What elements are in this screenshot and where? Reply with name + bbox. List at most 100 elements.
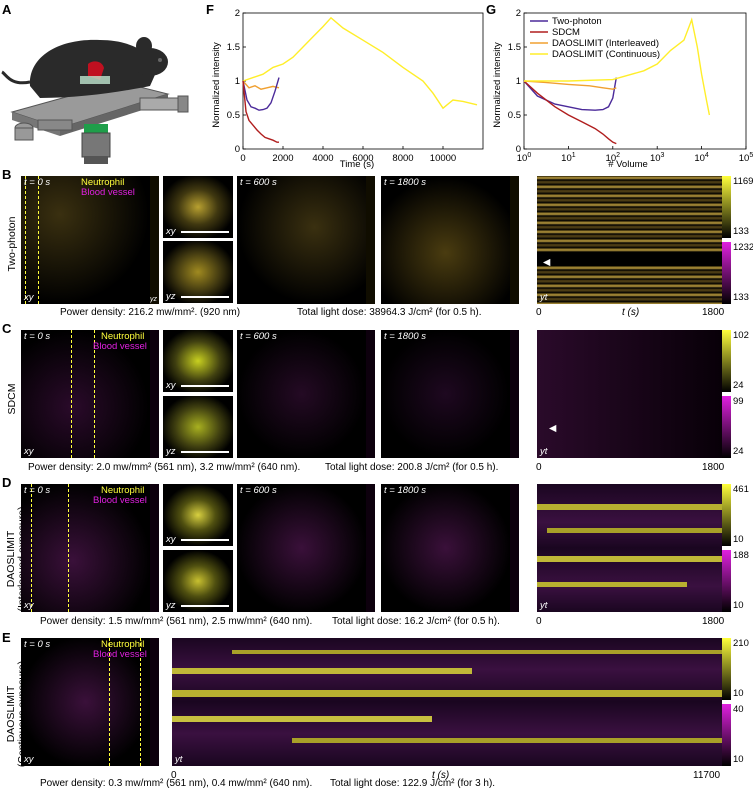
e-xt-axis: t (s) (432, 770, 450, 781)
chartG-xtick-exp: 4 (705, 152, 709, 159)
d-track-4 (537, 582, 687, 587)
chartF-xtick-label: 0 (240, 153, 245, 164)
b-neutrophil-legend: Neutrophil (81, 177, 125, 188)
chartF-ytick-label: 0 (235, 144, 240, 155)
panel-label-g: G (486, 2, 497, 17)
b-t0-label: t = 0 s (24, 177, 51, 188)
chartG-xtick-exp: 1 (572, 152, 576, 159)
e-cb-top-max: 210 (733, 638, 749, 649)
c-yz-side-3 (510, 330, 519, 458)
b-xy-t600: t = 600 s (237, 176, 366, 304)
b-scalebar-2 (181, 296, 229, 298)
e-track-5 (292, 738, 722, 743)
row-label-c: SDCM (6, 383, 18, 415)
d-scalebar-2 (181, 605, 229, 607)
e-track-3 (172, 690, 722, 697)
chartG-legend-label-dao_cont: DAOSLIMIT (Continuous) (552, 49, 660, 60)
d-xy-label: xy (24, 600, 34, 611)
e-cb-bot-max: 40 (733, 704, 744, 715)
e-t0-label: t = 0 s (24, 639, 51, 650)
c-xy-t600: t = 600 s (237, 330, 366, 458)
e-xy-t0: t = 0 s Neutrophil Blood vessel xy (21, 638, 150, 766)
e-track-2 (172, 668, 472, 674)
b-cb-bot-max: 1232 (733, 242, 753, 253)
chartG-xtick-label: 105 (739, 152, 753, 164)
c-yt-kymograph: yt ◀ (537, 330, 722, 458)
b-xy-t0: t = 0 s Neutrophil Blood vessel xy (21, 176, 150, 304)
chartF-ytick-label: 1 (235, 76, 240, 87)
d-roi-box (31, 484, 69, 612)
c-zoom-yz-label: yz (166, 446, 176, 457)
b-yz-label: yz (150, 296, 157, 303)
chartG-xtick-exp: 0 (527, 152, 531, 159)
d-zoom-yz-label: yz (166, 600, 176, 611)
chartF-xtick-label: 4000 (312, 153, 333, 164)
row-label-b: Two-photon (6, 216, 18, 272)
chartF-xtick-label: 10000 (430, 153, 456, 164)
c-zoom-xy: xy (163, 330, 233, 392)
d-t1800-label: t = 1800 s (384, 485, 426, 496)
b-zoom-xy-label: xy (166, 226, 176, 237)
chartG-legend-label-sdcm: SDCM (552, 27, 580, 38)
d-zoom-yz: yz (163, 550, 233, 612)
chartG-legend-label-two_photon: Two-photon (552, 16, 602, 27)
d-track-3 (537, 556, 722, 562)
d-zoom-xy: xy (163, 484, 233, 546)
chartG-xtick-label: 100 (517, 152, 532, 164)
e-xt-end: 11700 (693, 770, 721, 781)
c-colorbar-magenta (722, 396, 731, 458)
b-dose: Total light dose: 38964.3 J/cm² (for 0.5… (297, 307, 482, 318)
d-xy-t1800: t = 1800 s (381, 484, 510, 612)
c-arrowhead-icon: ◀ (549, 423, 557, 434)
chart-g-ylabel: Normalized intensity (492, 42, 503, 128)
c-zoom-yz: yz (163, 396, 233, 458)
chartF-xtick-label: 8000 (392, 153, 413, 164)
chartG-ytick-label: 1.5 (508, 42, 521, 53)
e-cb-top-min: 10 (733, 688, 744, 699)
e-xy-label: xy (24, 754, 34, 765)
d-cb-bot-min: 10 (733, 600, 744, 611)
e-colorbar-magenta (722, 704, 731, 766)
chartF-ytick-label: 1.5 (227, 42, 240, 53)
d-t600-label: t = 600 s (240, 485, 277, 496)
panel-label-b: B (2, 167, 12, 182)
panel-label-a: A (2, 2, 12, 17)
chartF-series-dao_inter (242, 80, 280, 90)
b-yz-side-2 (366, 176, 375, 304)
e-track-4 (172, 716, 432, 722)
c-scalebar-2 (181, 451, 229, 453)
c-t600-label: t = 600 s (240, 331, 277, 342)
c-xt-start: 0 (536, 462, 542, 473)
c-vessel-legend: Blood vessel (93, 341, 147, 352)
chartG-ytick-label: 0 (516, 144, 521, 155)
b-power: Power density: 216.2 mw/mm². (920 nm) (60, 307, 241, 318)
d-yz-side-3 (510, 484, 519, 612)
d-colorbar-yellow (722, 484, 731, 546)
e-track-1 (232, 650, 722, 654)
d-colorbar-magenta (722, 550, 731, 612)
b-arrowhead-icon: ◀ (543, 257, 551, 268)
c-yz-side-2 (366, 330, 375, 458)
d-xt-end: 1800 (702, 616, 725, 627)
b-cb-top-max: 1169 (733, 176, 753, 187)
chartF-ytick-label: 2 (235, 8, 240, 19)
c-cb-top-max: 102 (733, 330, 749, 341)
b-colorbar-yellow (722, 176, 731, 238)
e-power: Power density: 0.3 mw/mm² (561 nm), 0.4 … (40, 778, 313, 789)
c-dose: Total light dose: 200.8 J/cm² (for 0.5 h… (325, 462, 499, 473)
chartF-series-dao_cont (242, 16, 478, 110)
c-power: Power density: 2.0 mw/mm² (561 nm), 3.2 … (28, 462, 301, 473)
chartG-xtick-exp: 3 (661, 152, 665, 159)
chartG-ytick-label: 1 (516, 76, 521, 87)
chartG-series-dao_inter (523, 80, 617, 90)
b-cb-bot-min: 133 (733, 292, 749, 303)
chartG-xtick-exp: 2 (616, 152, 620, 159)
chartF-xtick-label: 2000 (272, 153, 293, 164)
c-xy-label: xy (24, 446, 34, 457)
b-yt-kymograph: yt ◀ (537, 176, 722, 304)
b-yt-gap (537, 252, 722, 266)
b-zoom-yz: yz (163, 241, 233, 303)
c-xt-end: 1800 (702, 462, 725, 473)
b-vessel-legend: Blood vessel (81, 187, 135, 198)
e-vessel-legend: Blood vessel (93, 649, 147, 660)
